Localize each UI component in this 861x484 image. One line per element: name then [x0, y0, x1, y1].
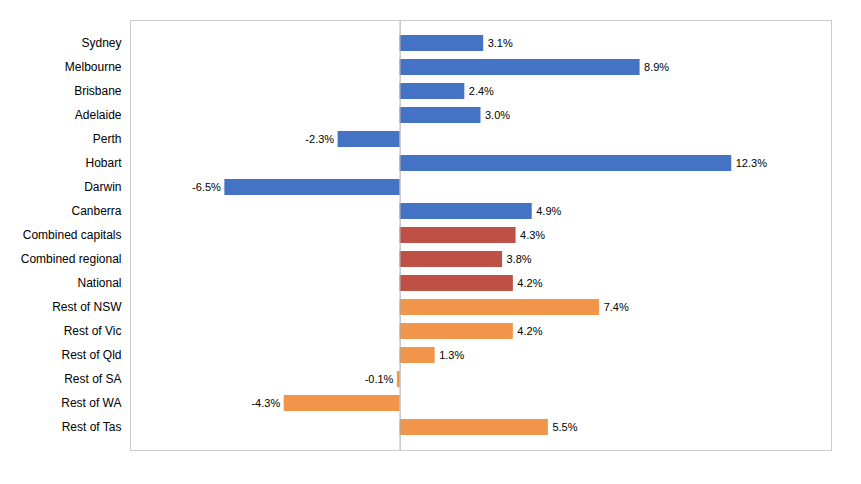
svg-text:Perth: Perth [93, 132, 122, 146]
svg-text:Combined regional: Combined regional [21, 252, 122, 266]
svg-text:Combined capitals: Combined capitals [23, 228, 122, 242]
svg-text:3.0%: 3.0% [485, 109, 510, 121]
svg-text:Darwin: Darwin [84, 180, 121, 194]
svg-text:Canberra: Canberra [71, 204, 121, 218]
svg-text:4.3%: 4.3% [520, 229, 545, 241]
svg-text:2.4%: 2.4% [469, 85, 494, 97]
svg-text:Rest of Tas: Rest of Tas [62, 420, 122, 434]
svg-text:Brisbane: Brisbane [74, 84, 122, 98]
svg-text:4.2%: 4.2% [517, 325, 542, 337]
svg-text:National: National [77, 276, 121, 290]
svg-text:12.3%: 12.3% [736, 157, 767, 169]
svg-text:-0.1%: -0.1% [365, 373, 394, 385]
svg-text:Rest of Qld: Rest of Qld [61, 348, 121, 362]
svg-text:Adelaide: Adelaide [75, 108, 122, 122]
svg-text:Rest of Vic: Rest of Vic [64, 324, 122, 338]
svg-text:-6.5%: -6.5% [192, 181, 221, 193]
svg-text:Rest of WA: Rest of WA [61, 396, 121, 410]
svg-text:-4.3%: -4.3% [251, 397, 280, 409]
svg-text:4.2%: 4.2% [517, 277, 542, 289]
svg-text:3.8%: 3.8% [507, 253, 532, 265]
svg-text:4.9%: 4.9% [536, 205, 561, 217]
svg-text:Rest of NSW: Rest of NSW [52, 300, 122, 314]
svg-text:Hobart: Hobart [85, 156, 122, 170]
svg-text:8.9%: 8.9% [644, 61, 669, 73]
svg-text:Sydney: Sydney [81, 36, 121, 50]
svg-text:-2.3%: -2.3% [305, 133, 334, 145]
svg-text:Rest of SA: Rest of SA [64, 372, 121, 386]
svg-text:7.4%: 7.4% [604, 301, 629, 313]
svg-text:3.1%: 3.1% [488, 37, 513, 49]
svg-text:Melbourne: Melbourne [65, 60, 122, 74]
svg-text:1.3%: 1.3% [439, 349, 464, 361]
svg-text:5.5%: 5.5% [552, 421, 577, 433]
